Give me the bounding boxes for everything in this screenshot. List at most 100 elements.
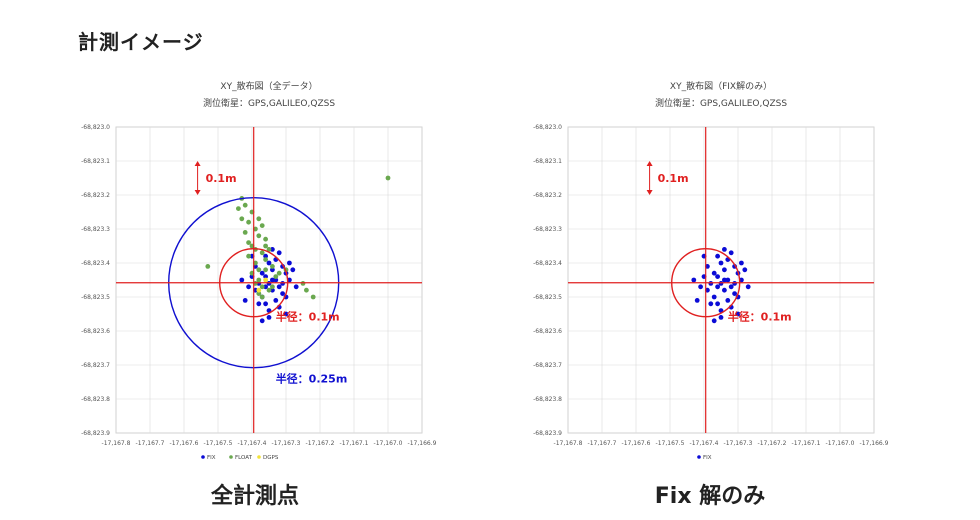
data-point-fix	[725, 298, 731, 303]
y-tick-label: -68,823.7	[533, 362, 562, 369]
data-point-fix	[722, 247, 727, 252]
data-point-fix	[718, 260, 724, 266]
data-point-fix	[263, 284, 268, 290]
x-tick-label: -17,167.2	[306, 440, 335, 447]
data-point-fix	[239, 277, 245, 283]
data-point-fix	[691, 277, 697, 283]
data-point-fix	[722, 287, 727, 293]
data-point-float	[259, 250, 265, 256]
y-tick-label: -68,823.2	[533, 192, 562, 199]
legend-marker-float	[229, 455, 233, 459]
data-point-dgps	[256, 287, 262, 293]
data-point-fix	[280, 291, 285, 296]
chart-svg-all-points: XY_散布図（全データ） 測位衛星：GPS,GALILEO,QZSS -17,167…	[81, 80, 437, 461]
y-tick-label: -68,823.1	[533, 158, 562, 165]
data-point-fix	[732, 281, 737, 286]
data-point-fix	[283, 311, 289, 317]
x-tick-label: -17,167.4	[690, 440, 719, 447]
data-point-float	[259, 294, 265, 300]
x-tick-label: -17,167.8	[102, 440, 131, 447]
chart-svg-fix-only: XY_散布図（FIX解のみ） 測位衛星：GPS,GALILEO,QZSS -17,1…	[533, 80, 889, 461]
chart-subtitle: 測位衛星：GPS,GALILEO,QZSS	[203, 97, 335, 109]
data-point-float	[263, 243, 268, 249]
data-point-float	[246, 240, 252, 246]
scatter-chart-all-points: XY_散布図（全データ） 測位衛星：GPS,GALILEO,QZSS -17,167…	[66, 74, 486, 474]
data-point-fix	[259, 270, 265, 276]
x-tick-label: -17,167.4	[238, 440, 267, 447]
scale-arrow-head-down	[194, 190, 201, 195]
x-tick-label: -17,167.7	[588, 440, 617, 447]
x-tick-label: -17,167.5	[656, 440, 685, 447]
data-point-fix	[242, 298, 248, 303]
data-point-fix	[715, 284, 720, 290]
page-heading: 計測イメージ	[78, 30, 204, 54]
data-point-fix	[270, 287, 275, 293]
y-tick-label: -68,823.2	[81, 192, 110, 199]
x-tick-label: -17,167.7	[136, 440, 165, 447]
y-tick-label: -68,823.5	[533, 294, 562, 301]
data-point-fix	[739, 260, 744, 266]
data-point-fix	[270, 267, 275, 273]
data-point-float	[259, 284, 265, 290]
data-point-fix	[270, 247, 275, 252]
x-tick-label: -17,166.9	[408, 440, 437, 447]
data-point-fix	[263, 301, 268, 307]
scale-annotation-label: 0.1m	[206, 172, 237, 185]
data-point-float	[300, 281, 306, 286]
data-point-fix	[280, 281, 285, 286]
y-tick-label: -68,823.8	[81, 396, 110, 403]
data-point-fix	[276, 250, 282, 256]
x-tick-label: -17,167.1	[340, 440, 369, 447]
y-tick-label: -68,823.5	[81, 294, 110, 301]
y-tick-label: -68,823.9	[81, 430, 110, 437]
y-tick-label: -68,823.0	[533, 124, 562, 131]
data-point-float	[256, 267, 262, 273]
x-tick-label: -17,167.8	[554, 440, 583, 447]
x-tick-label: -17,167.0	[374, 440, 403, 447]
data-point-float	[266, 287, 272, 293]
data-point-fix	[742, 267, 748, 273]
x-tick-label: -17,167.2	[758, 440, 787, 447]
plot-area	[115, 126, 423, 434]
data-point-float	[270, 264, 275, 269]
x-tick-label: -17,167.6	[170, 440, 199, 447]
data-point-float	[246, 219, 252, 225]
data-point-float	[310, 294, 316, 300]
data-point-float	[246, 253, 252, 259]
data-point-fix	[728, 284, 734, 290]
scale-arrow-head-up	[194, 161, 201, 166]
data-point-float	[242, 230, 248, 235]
data-point-fix	[711, 318, 717, 324]
y-tick-label: -68,823.6	[81, 328, 110, 335]
data-point-fix	[715, 301, 720, 307]
x-tick-label: -17,167.5	[204, 440, 233, 447]
data-point-fix	[266, 281, 272, 286]
data-point-float	[263, 236, 268, 242]
data-point-fix	[266, 260, 272, 266]
x-tick-label: -17,167.6	[622, 440, 651, 447]
data-point-fix	[725, 277, 731, 283]
plot-area	[567, 126, 875, 434]
data-point-fix	[728, 250, 734, 256]
y-tick-label: -68,823.4	[81, 260, 110, 267]
x-tick-label: -17,167.1	[792, 440, 821, 447]
y-tick-label: -68,823.3	[81, 226, 110, 233]
y-tick-label: -68,823.8	[533, 396, 562, 403]
y-tick-label: -68,823.3	[533, 226, 562, 233]
legend-label-float: FLOAT	[235, 455, 253, 461]
data-point-fix	[708, 301, 714, 307]
scale-arrow-head-down	[646, 190, 653, 195]
data-point-fix	[266, 315, 272, 320]
data-point-fix	[246, 284, 252, 290]
scatter-chart-fix-only: XY_散布図（FIX解のみ） 測位衛星：GPS,GALILEO,QZSS -17,1…	[518, 74, 938, 474]
data-point-fix	[722, 277, 727, 283]
data-point-fix	[715, 253, 720, 259]
data-point-float	[385, 175, 391, 181]
data-point-fix	[273, 298, 279, 303]
scale-arrow-head-up	[646, 161, 653, 166]
data-point-fix	[732, 291, 737, 296]
data-point-fix	[715, 274, 720, 279]
data-point-fix	[698, 284, 703, 290]
caption-all-points: 全計測点	[210, 484, 299, 509]
x-tick-label: -17,167.3	[272, 440, 301, 447]
